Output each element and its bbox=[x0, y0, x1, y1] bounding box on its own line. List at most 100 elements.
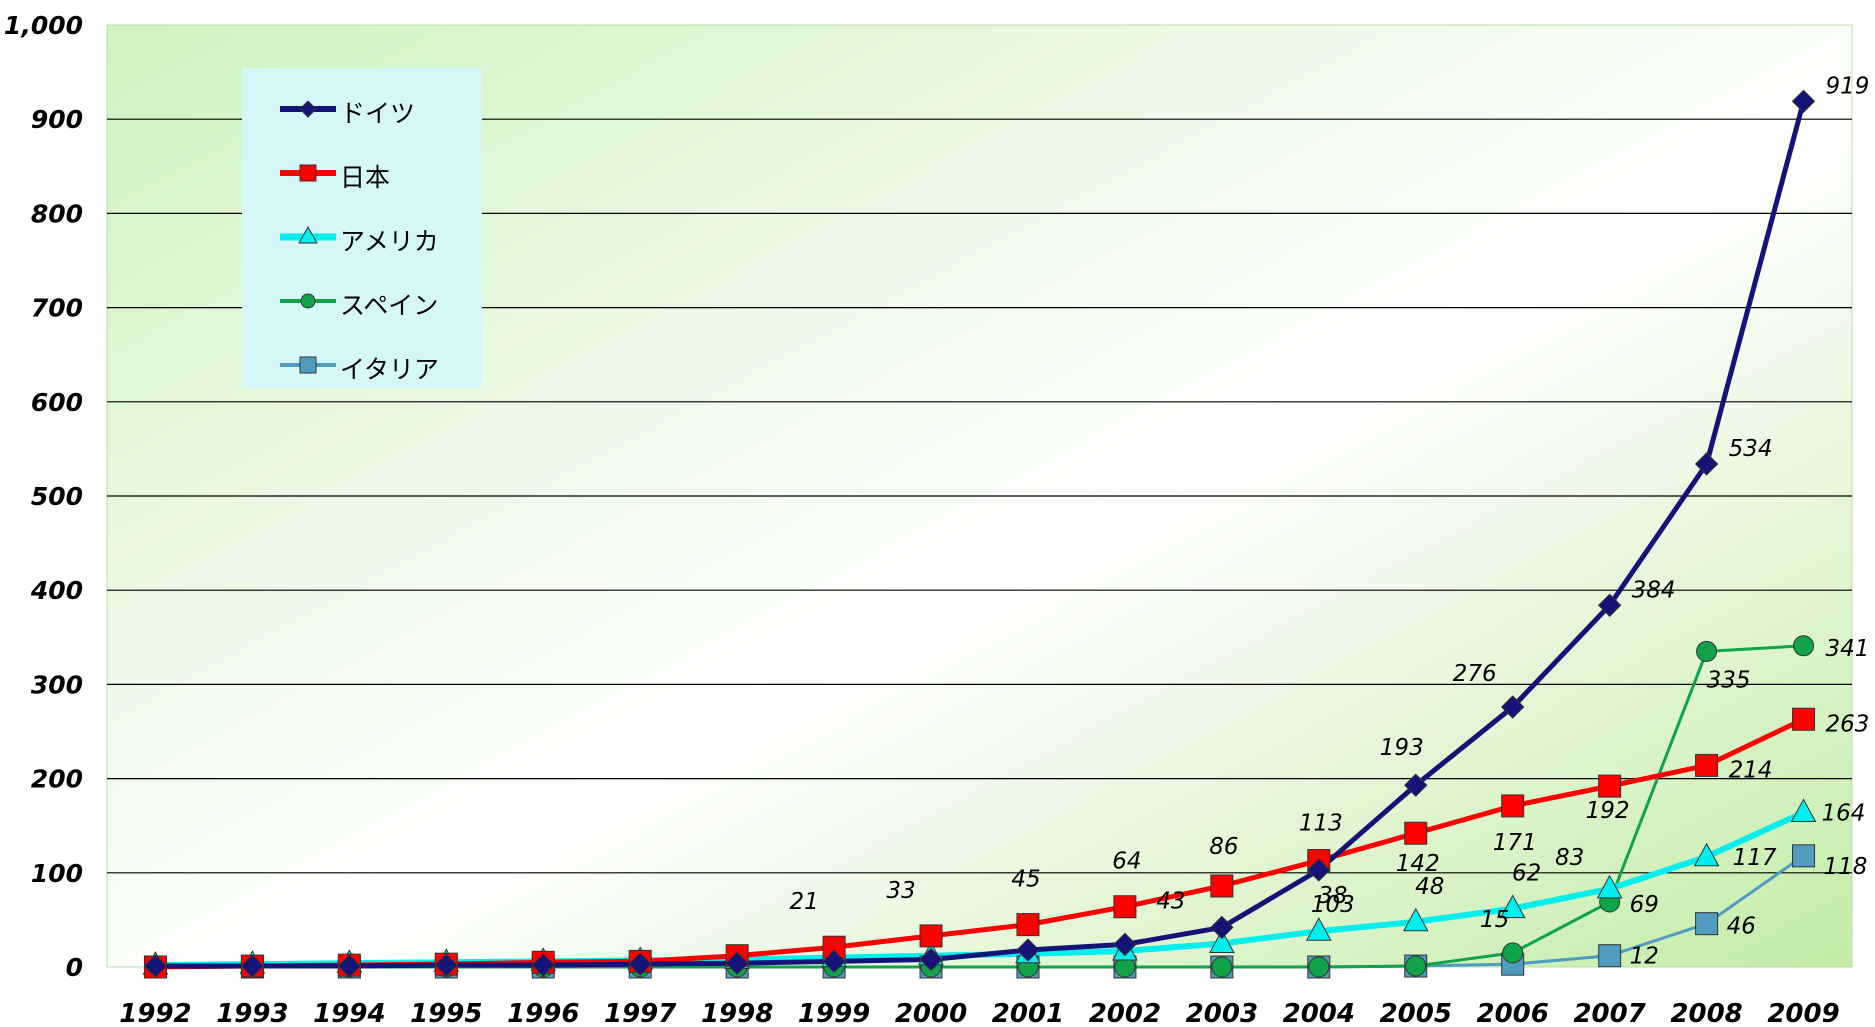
data-label: 38 bbox=[1318, 883, 1347, 909]
data-label: 33 bbox=[886, 878, 915, 904]
data-point-marker bbox=[1792, 844, 1816, 868]
data-labels: 103 193 276 384 534 919 21 33 45 64 86 113 142 171 192… bbox=[789, 73, 1869, 969]
data-label: 341 bbox=[1826, 636, 1870, 662]
data-point-marker bbox=[1598, 944, 1622, 968]
x-tick-label: 1995 bbox=[410, 999, 482, 1027]
legend-label-spain: スペイン bbox=[340, 291, 439, 320]
legend-item-usa: アメリカ bbox=[242, 206, 482, 270]
x-tick-label: 2000 bbox=[895, 999, 967, 1027]
x-tick-label: 1992 bbox=[119, 999, 191, 1027]
data-point-marker bbox=[1793, 635, 1815, 657]
x-tick-label: 2001 bbox=[992, 999, 1064, 1027]
data-point-marker bbox=[1016, 938, 1040, 962]
legend-swatch-italy bbox=[280, 356, 336, 374]
legend-marker bbox=[299, 164, 317, 182]
data-point-marker bbox=[1405, 955, 1427, 977]
data-point-marker bbox=[822, 949, 846, 974]
data-label: 534 bbox=[1729, 436, 1773, 462]
data-label: 142 bbox=[1396, 851, 1440, 877]
legend: ドイツ 日本 アメリカ スペイン イタリア bbox=[242, 68, 482, 388]
x-tick-label: 1993 bbox=[216, 999, 288, 1027]
data-point-marker bbox=[1113, 895, 1137, 919]
data-label: 21 bbox=[789, 889, 818, 915]
data-point-marker bbox=[1696, 640, 1718, 662]
legend-item-spain: スペイン bbox=[242, 270, 482, 334]
data-point-marker bbox=[1792, 707, 1816, 731]
data-point-marker bbox=[1790, 798, 1817, 823]
data-point-marker bbox=[1694, 452, 1719, 476]
legend-marker bbox=[299, 100, 317, 118]
series-line bbox=[155, 100, 1806, 969]
data-point-marker bbox=[1016, 913, 1040, 937]
legend-swatch-usa bbox=[280, 226, 336, 244]
data-point-marker bbox=[1305, 917, 1332, 941]
y-axis-tick-labels: 0 100 200 300 400 500 600 700 800 900 1,000 bbox=[4, 11, 83, 982]
data-label: 117 bbox=[1733, 845, 1777, 871]
y-tick-label: 300 bbox=[31, 670, 83, 699]
data-label: 164 bbox=[1822, 801, 1866, 827]
x-tick-label: 2007 bbox=[1573, 999, 1646, 1027]
data-label: 43 bbox=[1156, 888, 1185, 914]
x-tick-label: 2004 bbox=[1283, 999, 1355, 1027]
data-label: 193 bbox=[1380, 735, 1424, 761]
x-tick-label: 2008 bbox=[1670, 999, 1742, 1027]
data-label: 12 bbox=[1630, 944, 1659, 970]
legend-label-japan: 日本 bbox=[340, 163, 391, 192]
legend-marker bbox=[299, 356, 317, 374]
data-point-marker bbox=[1113, 932, 1137, 957]
data-label: 103 bbox=[1311, 892, 1355, 918]
data-point-marker bbox=[1402, 907, 1429, 932]
data-label: 171 bbox=[1493, 830, 1537, 856]
data-label: 263 bbox=[1826, 711, 1870, 737]
legend-item-japan: 日本 bbox=[242, 142, 482, 206]
data-label: 83 bbox=[1555, 845, 1584, 871]
data-label: 48 bbox=[1415, 874, 1444, 900]
data-point-marker bbox=[628, 952, 652, 976]
data-point-marker bbox=[1500, 695, 1525, 719]
legend-swatch-germany bbox=[280, 100, 336, 118]
legend-item-italy: イタリア bbox=[242, 334, 482, 398]
data-label: 46 bbox=[1727, 914, 1756, 940]
data-label: 276 bbox=[1453, 661, 1497, 687]
legend-swatch-japan bbox=[280, 164, 336, 182]
x-tick-label: 2006 bbox=[1477, 999, 1549, 1027]
x-tick-label: 1994 bbox=[313, 999, 385, 1027]
x-axis-tick-labels: 1992 1993 1994 1995 1996 1997 1998 1999 2000 2001… bbox=[119, 999, 1839, 1027]
data-label: 384 bbox=[1632, 577, 1676, 603]
data-point-marker bbox=[143, 954, 168, 978]
series-markers bbox=[142, 89, 1817, 979]
y-tick-label: 100 bbox=[31, 859, 83, 888]
legend-swatch-spain bbox=[280, 293, 336, 309]
data-label: 15 bbox=[1480, 907, 1509, 933]
y-tick-label: 1,000 bbox=[4, 11, 83, 40]
data-point-marker bbox=[725, 951, 749, 975]
data-point-marker bbox=[434, 953, 459, 977]
data-label: 192 bbox=[1586, 798, 1630, 824]
x-tick-label: 1998 bbox=[701, 999, 773, 1027]
y-tick-label: 200 bbox=[31, 765, 83, 794]
data-point-marker bbox=[1404, 773, 1428, 797]
y-tick-label: 800 bbox=[31, 199, 83, 228]
data-point-marker bbox=[1210, 874, 1234, 898]
data-label: 62 bbox=[1512, 861, 1541, 887]
series-lines bbox=[155, 100, 1806, 970]
data-point-marker bbox=[240, 954, 265, 978]
x-tick-label: 2009 bbox=[1767, 999, 1839, 1027]
data-point-marker bbox=[1307, 858, 1331, 882]
data-label: 69 bbox=[1630, 892, 1659, 918]
data-point-marker bbox=[1211, 956, 1233, 978]
x-tick-label: 2002 bbox=[1089, 999, 1161, 1027]
legend-label-usa: アメリカ bbox=[340, 227, 439, 256]
data-point-marker bbox=[1693, 842, 1720, 867]
y-tick-label: 600 bbox=[31, 388, 83, 417]
data-point-marker bbox=[1598, 774, 1622, 798]
data-label: 113 bbox=[1299, 811, 1343, 837]
legend-label-italy: イタリア bbox=[340, 355, 440, 384]
data-point-marker bbox=[1308, 956, 1330, 978]
legend-label-germany: ドイツ bbox=[340, 99, 416, 128]
x-tick-label: 1996 bbox=[507, 999, 579, 1027]
y-tick-label: 500 bbox=[31, 482, 83, 511]
data-point-marker bbox=[919, 947, 943, 972]
x-tick-label: 2003 bbox=[1186, 999, 1258, 1027]
data-point-marker bbox=[531, 953, 555, 977]
